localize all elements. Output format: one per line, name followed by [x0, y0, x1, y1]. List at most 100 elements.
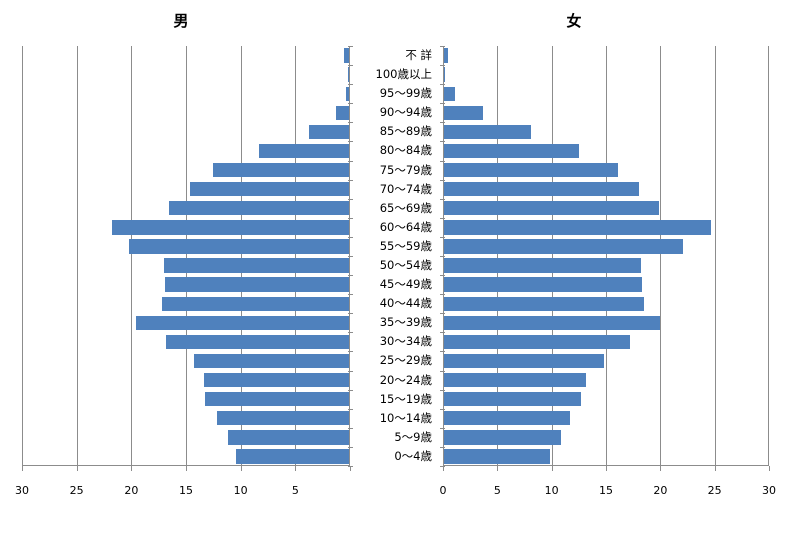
male-bar — [213, 162, 349, 178]
x-tick-mark — [443, 466, 444, 471]
category-tick — [440, 256, 445, 257]
category-tick — [348, 84, 353, 86]
category-label: 20〜24歳 — [379, 372, 432, 387]
female-title: 女 — [566, 12, 582, 30]
male-bar — [343, 48, 349, 63]
category-tick — [440, 275, 445, 277]
x-tick-mark — [76, 466, 78, 471]
male-bar — [203, 372, 349, 388]
x-tick-label: 20 — [653, 484, 668, 497]
female-bar — [444, 315, 661, 330]
gridline — [551, 46, 553, 466]
gridline — [714, 46, 716, 466]
category-tick — [348, 236, 353, 238]
category-tick — [440, 84, 445, 86]
female-bar — [444, 449, 551, 464]
category-tick — [440, 46, 445, 47]
category-label: 0〜4歳 — [394, 448, 432, 463]
x-tick-mark — [240, 466, 242, 471]
x-tick-label: 5 — [291, 484, 299, 497]
category-tick — [440, 446, 445, 448]
x-tick-label: 10 — [544, 484, 559, 497]
female-bar — [444, 430, 562, 445]
female-plot-area — [440, 46, 769, 467]
category-label: 45〜49歳 — [379, 277, 432, 292]
gridline — [768, 46, 769, 466]
gridline — [76, 46, 78, 466]
category-label: 95〜99歳 — [379, 86, 432, 101]
female-bar — [444, 201, 660, 216]
female-bar — [444, 143, 579, 159]
male-bar — [135, 315, 349, 330]
x-tick-label: 25 — [69, 484, 84, 497]
category-label: 55〜59歳 — [379, 238, 432, 253]
category-tick — [348, 446, 353, 448]
category-tick — [348, 46, 353, 47]
male-bar — [348, 67, 349, 82]
male-bar — [168, 201, 349, 216]
female-bar — [444, 105, 484, 120]
category-label: 15〜19歳 — [379, 391, 432, 406]
category-tick — [348, 103, 353, 105]
category-label: 60〜64歳 — [379, 219, 432, 234]
category-label: 不 詳 — [405, 48, 432, 62]
category-tick — [440, 370, 445, 372]
category-tick — [440, 389, 445, 391]
category-label: 85〜89歳 — [379, 124, 432, 139]
gridline — [295, 46, 297, 466]
category-tick — [440, 427, 445, 429]
x-tick-mark — [606, 466, 607, 471]
male-bar — [259, 143, 349, 159]
category-tick — [348, 198, 353, 200]
category-tick — [348, 275, 353, 277]
female-bar — [444, 239, 684, 254]
category-label: 30〜34歳 — [379, 334, 432, 349]
category-tick — [348, 313, 353, 315]
category-tick — [348, 427, 353, 429]
category-tick — [440, 103, 445, 105]
x-tick-mark — [22, 466, 23, 471]
category-label: 90〜94歳 — [379, 105, 432, 120]
x-tick-label: 25 — [707, 484, 722, 497]
category-tick — [440, 294, 445, 296]
male-bar — [164, 258, 349, 273]
category-tick — [348, 332, 353, 334]
category-tick — [348, 179, 353, 181]
category-tick — [440, 217, 445, 219]
male-bar — [193, 353, 349, 369]
category-tick — [348, 160, 353, 162]
category-tick — [348, 122, 353, 124]
category-tick — [440, 122, 445, 124]
female-bar — [444, 334, 630, 350]
x-axis-line — [22, 465, 350, 466]
x-tick-mark — [660, 466, 662, 471]
x-tick-mark — [131, 466, 133, 471]
female-bar — [444, 220, 712, 235]
x-tick-label: 15 — [179, 484, 193, 497]
female-bar — [444, 86, 455, 101]
female-bar — [444, 162, 618, 178]
x-tick-label: 0 — [439, 484, 447, 497]
category-tick — [440, 141, 445, 143]
female-bar — [444, 392, 581, 407]
category-tick — [348, 408, 353, 410]
x-tick-label: 5 — [493, 484, 501, 497]
category-tick — [348, 141, 353, 143]
female-bar — [444, 182, 639, 197]
category-label: 65〜69歳 — [379, 200, 432, 215]
category-tick — [348, 65, 353, 67]
x-tick-mark — [769, 466, 770, 471]
x-tick-label: 10 — [233, 484, 248, 497]
category-tick — [440, 332, 445, 334]
category-tick — [440, 198, 445, 200]
male-bar — [190, 182, 349, 197]
female-bar — [444, 296, 644, 311]
female-bar — [444, 372, 587, 388]
male-plot-area — [22, 46, 353, 467]
female-bar — [444, 277, 642, 292]
female-bar — [444, 67, 446, 82]
category-label: 100歳以上 — [375, 67, 432, 82]
male-title: 男 — [173, 12, 189, 30]
female-bar — [444, 48, 449, 63]
category-tick — [348, 351, 353, 353]
